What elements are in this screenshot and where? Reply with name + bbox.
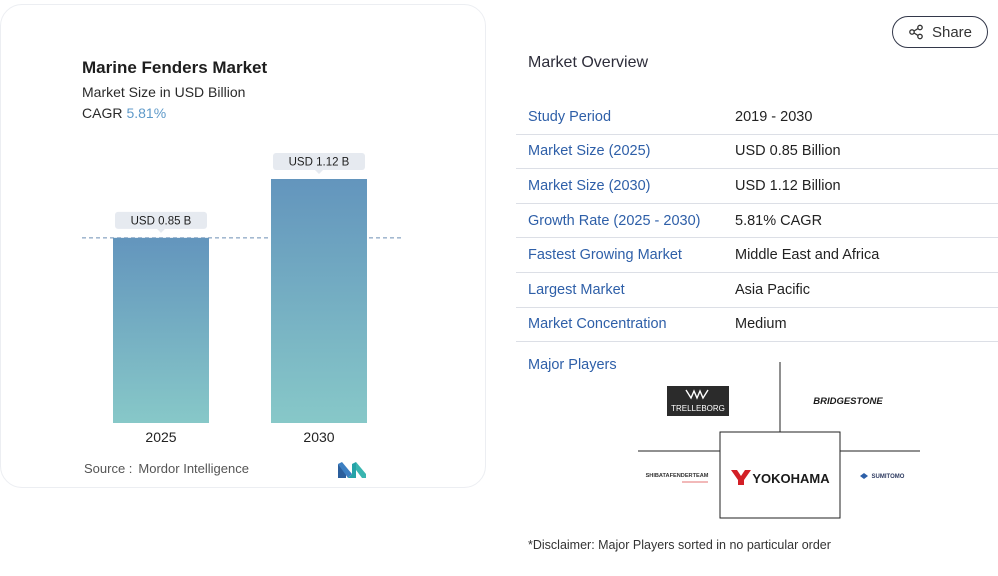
overview-value: 2019 - 2030 [735,108,813,125]
source-name: Mordor Intelligence [138,461,249,476]
player-shibata: SHIBATAFENDERTEAM [646,473,709,479]
data-label-bg-2030 [273,153,365,170]
x-tick-label-2025: 2025 [145,429,176,445]
overview-label: Market Size (2025) [528,143,651,160]
x-tick-label-2030: 2030 [303,429,334,445]
overview-row-study-period: Study Period 2019 - 2030 [516,100,998,135]
overview-value: USD 0.85 Billion [735,143,841,160]
trelleborg-logo: TRELLEBORG [667,386,729,416]
overview-label: Market Size (2030) [528,177,651,194]
overview-label: Study Period [528,108,612,125]
source-label: Source : [84,461,133,476]
overview-label: Market Concentration [528,316,667,333]
overview-row-concentration: Market Concentration Medium [516,308,998,343]
player-bridgestone: BRIDGESTONE [813,396,883,407]
player-trelleborg: TRELLEBORG [671,404,725,413]
major-players-label: Major Players [528,357,617,373]
overview-value: Middle East and Africa [735,247,880,264]
trelleborg-mark-icon [685,389,709,400]
sumitomo-logo: SUMITOMO [860,473,905,480]
shibata-logo: SHIBATAFENDERTEAM [646,473,709,483]
mordor-logo-icon [338,462,366,478]
data-label-pointer-2025 [157,228,165,233]
data-label-bg-2025 [115,211,207,229]
disclaimer-text: *Disclaimer: Major Players sorted in no … [528,538,831,552]
overview-value: 5.81% CAGR [735,212,823,229]
share-icon [909,24,923,40]
share-button[interactable]: Share [892,16,988,48]
overview-label: Largest Market [528,281,625,298]
overview-value: Medium [735,316,787,333]
player-sumitomo: SUMITOMO [872,474,905,480]
market-overview-title: Market Overview [528,54,649,71]
yokohama-mark-icon [731,470,751,485]
bar-2030 [271,179,367,423]
market-size-chart-card [0,4,486,488]
overview-row-market-size-2030: Market Size (2030) USD 1.12 Billion [516,169,998,204]
data-label-2025: USD 0.85 B [131,215,192,227]
yokohama-logo: YOKOHAMA [731,470,830,486]
data-label-pointer-2030 [315,170,323,174]
cagr-label: CAGR [82,105,123,121]
overview-row-largest-market: Largest Market Asia Pacific [516,273,998,308]
overview-label: Growth Rate (2025 - 2030) [528,212,701,229]
overview-row-fastest-growing: Fastest Growing Market Middle East and A… [516,238,998,273]
overview-value: Asia Pacific [735,281,810,298]
sumitomo-mark-icon [860,473,868,479]
chart-cagr: CAGR 5.81% [82,105,166,121]
chart-source: Source : Mordor Intelligence [84,461,249,476]
major-players-diagram: TRELLEBORG BRIDGESTONE SHIBATAFENDERTEAM… [638,362,920,519]
overview-label: Fastest Growing Market [528,247,682,264]
player-yokohama: YOKOHAMA [752,471,830,486]
cagr-value: 5.81% [126,105,167,121]
bar-2025 [113,237,209,423]
chart-subtitle: Market Size in USD Billion [82,84,246,100]
chart-title: Marine Fenders Market [82,58,268,77]
bar-chart: USD 0.85 B 2025 USD 1.12 B 2030 [82,153,402,445]
overview-value: USD 1.12 Billion [735,177,841,194]
overview-row-market-size-2025: Market Size (2025) USD 0.85 Billion [516,135,998,170]
overview-row-growth-rate: Growth Rate (2025 - 2030) 5.81% CAGR [516,204,998,239]
share-label: Share [931,23,973,41]
market-overview-table: Study Period 2019 - 2030 Market Size (20… [516,100,998,343]
data-label-2030: USD 1.12 B [289,157,350,169]
